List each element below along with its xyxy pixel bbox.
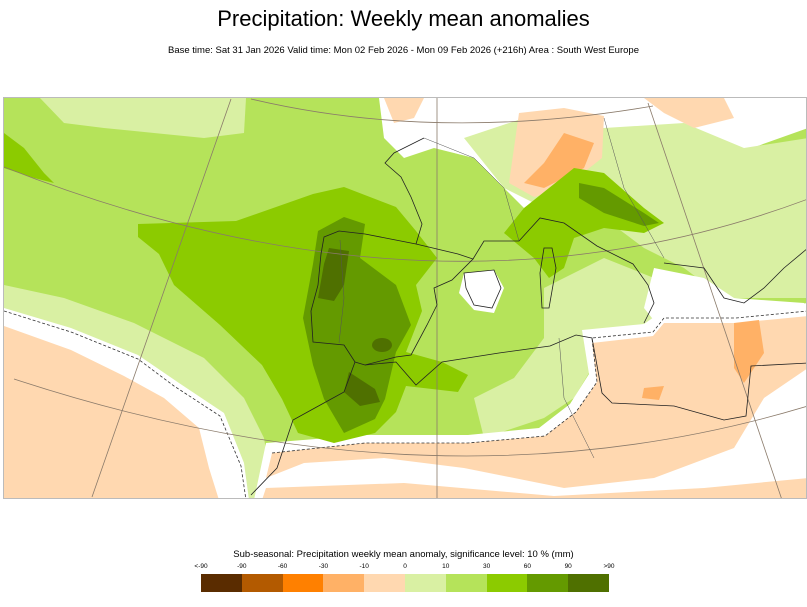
legend-swatch — [404, 574, 446, 592]
borders — [338, 117, 665, 459]
page-title: Precipitation: Weekly mean anomalies — [217, 6, 590, 31]
legend-title: Sub-seasonal: Precipitation weekly mean … — [233, 549, 574, 560]
legend-swatch — [323, 574, 365, 592]
map-svg — [4, 98, 806, 498]
legend-colorbar — [201, 574, 609, 592]
anomaly-area-extreme-wet — [372, 338, 392, 352]
legend-swatch — [568, 574, 609, 592]
legend-label: >90 — [603, 563, 615, 570]
anomaly-area-neutral — [459, 270, 504, 313]
anomaly-area-dry — [266, 316, 806, 488]
anomaly-map — [3, 97, 807, 499]
legend-label: -90 — [237, 563, 247, 570]
legend-label: 60 — [523, 563, 532, 570]
legend-swatch — [364, 574, 405, 592]
legend-label: -10 — [359, 563, 369, 570]
page-subtitle: Base time: Sat 31 Jan 2026 Valid time: M… — [168, 45, 639, 56]
legend-swatch — [282, 574, 324, 592]
significance-contour — [4, 310, 247, 498]
anomaly-area-dry-strong — [642, 386, 664, 400]
legend-swatch — [241, 574, 283, 592]
anomaly-area-very-wet — [579, 183, 659, 226]
legend-label: 30 — [482, 563, 491, 570]
legend-swatch — [445, 574, 487, 592]
legend-label: 10 — [442, 563, 450, 570]
anomaly-area-dry-strong — [524, 133, 594, 188]
anomaly-area-extreme-wet — [344, 372, 380, 406]
anomaly-area-dry — [4, 326, 219, 498]
anomaly-area-dry — [384, 98, 424, 123]
legend-label: -30 — [318, 563, 329, 570]
graticule — [4, 98, 806, 498]
legend-labels: <-90 -90 -60 -30 -10 0 10 30 60 90 >90 — [0, 563, 807, 573]
anomaly-area-dry — [262, 478, 806, 498]
anomaly-area-dry — [644, 98, 734, 128]
coastlines — [250, 137, 806, 496]
legend-swatch — [486, 574, 528, 592]
anomaly-area-light — [40, 98, 246, 138]
legend-label: 90 — [564, 563, 572, 570]
significance-contour — [271, 310, 806, 454]
legend-label: 0 — [403, 563, 407, 570]
legend-swatch — [527, 574, 569, 592]
legend-label: -60 — [277, 563, 288, 570]
legend-swatch — [201, 574, 242, 592]
anomaly-area-dry-strong — [734, 320, 764, 383]
anomaly-area-wet — [4, 133, 54, 183]
legend-label: <-90 — [194, 563, 208, 570]
